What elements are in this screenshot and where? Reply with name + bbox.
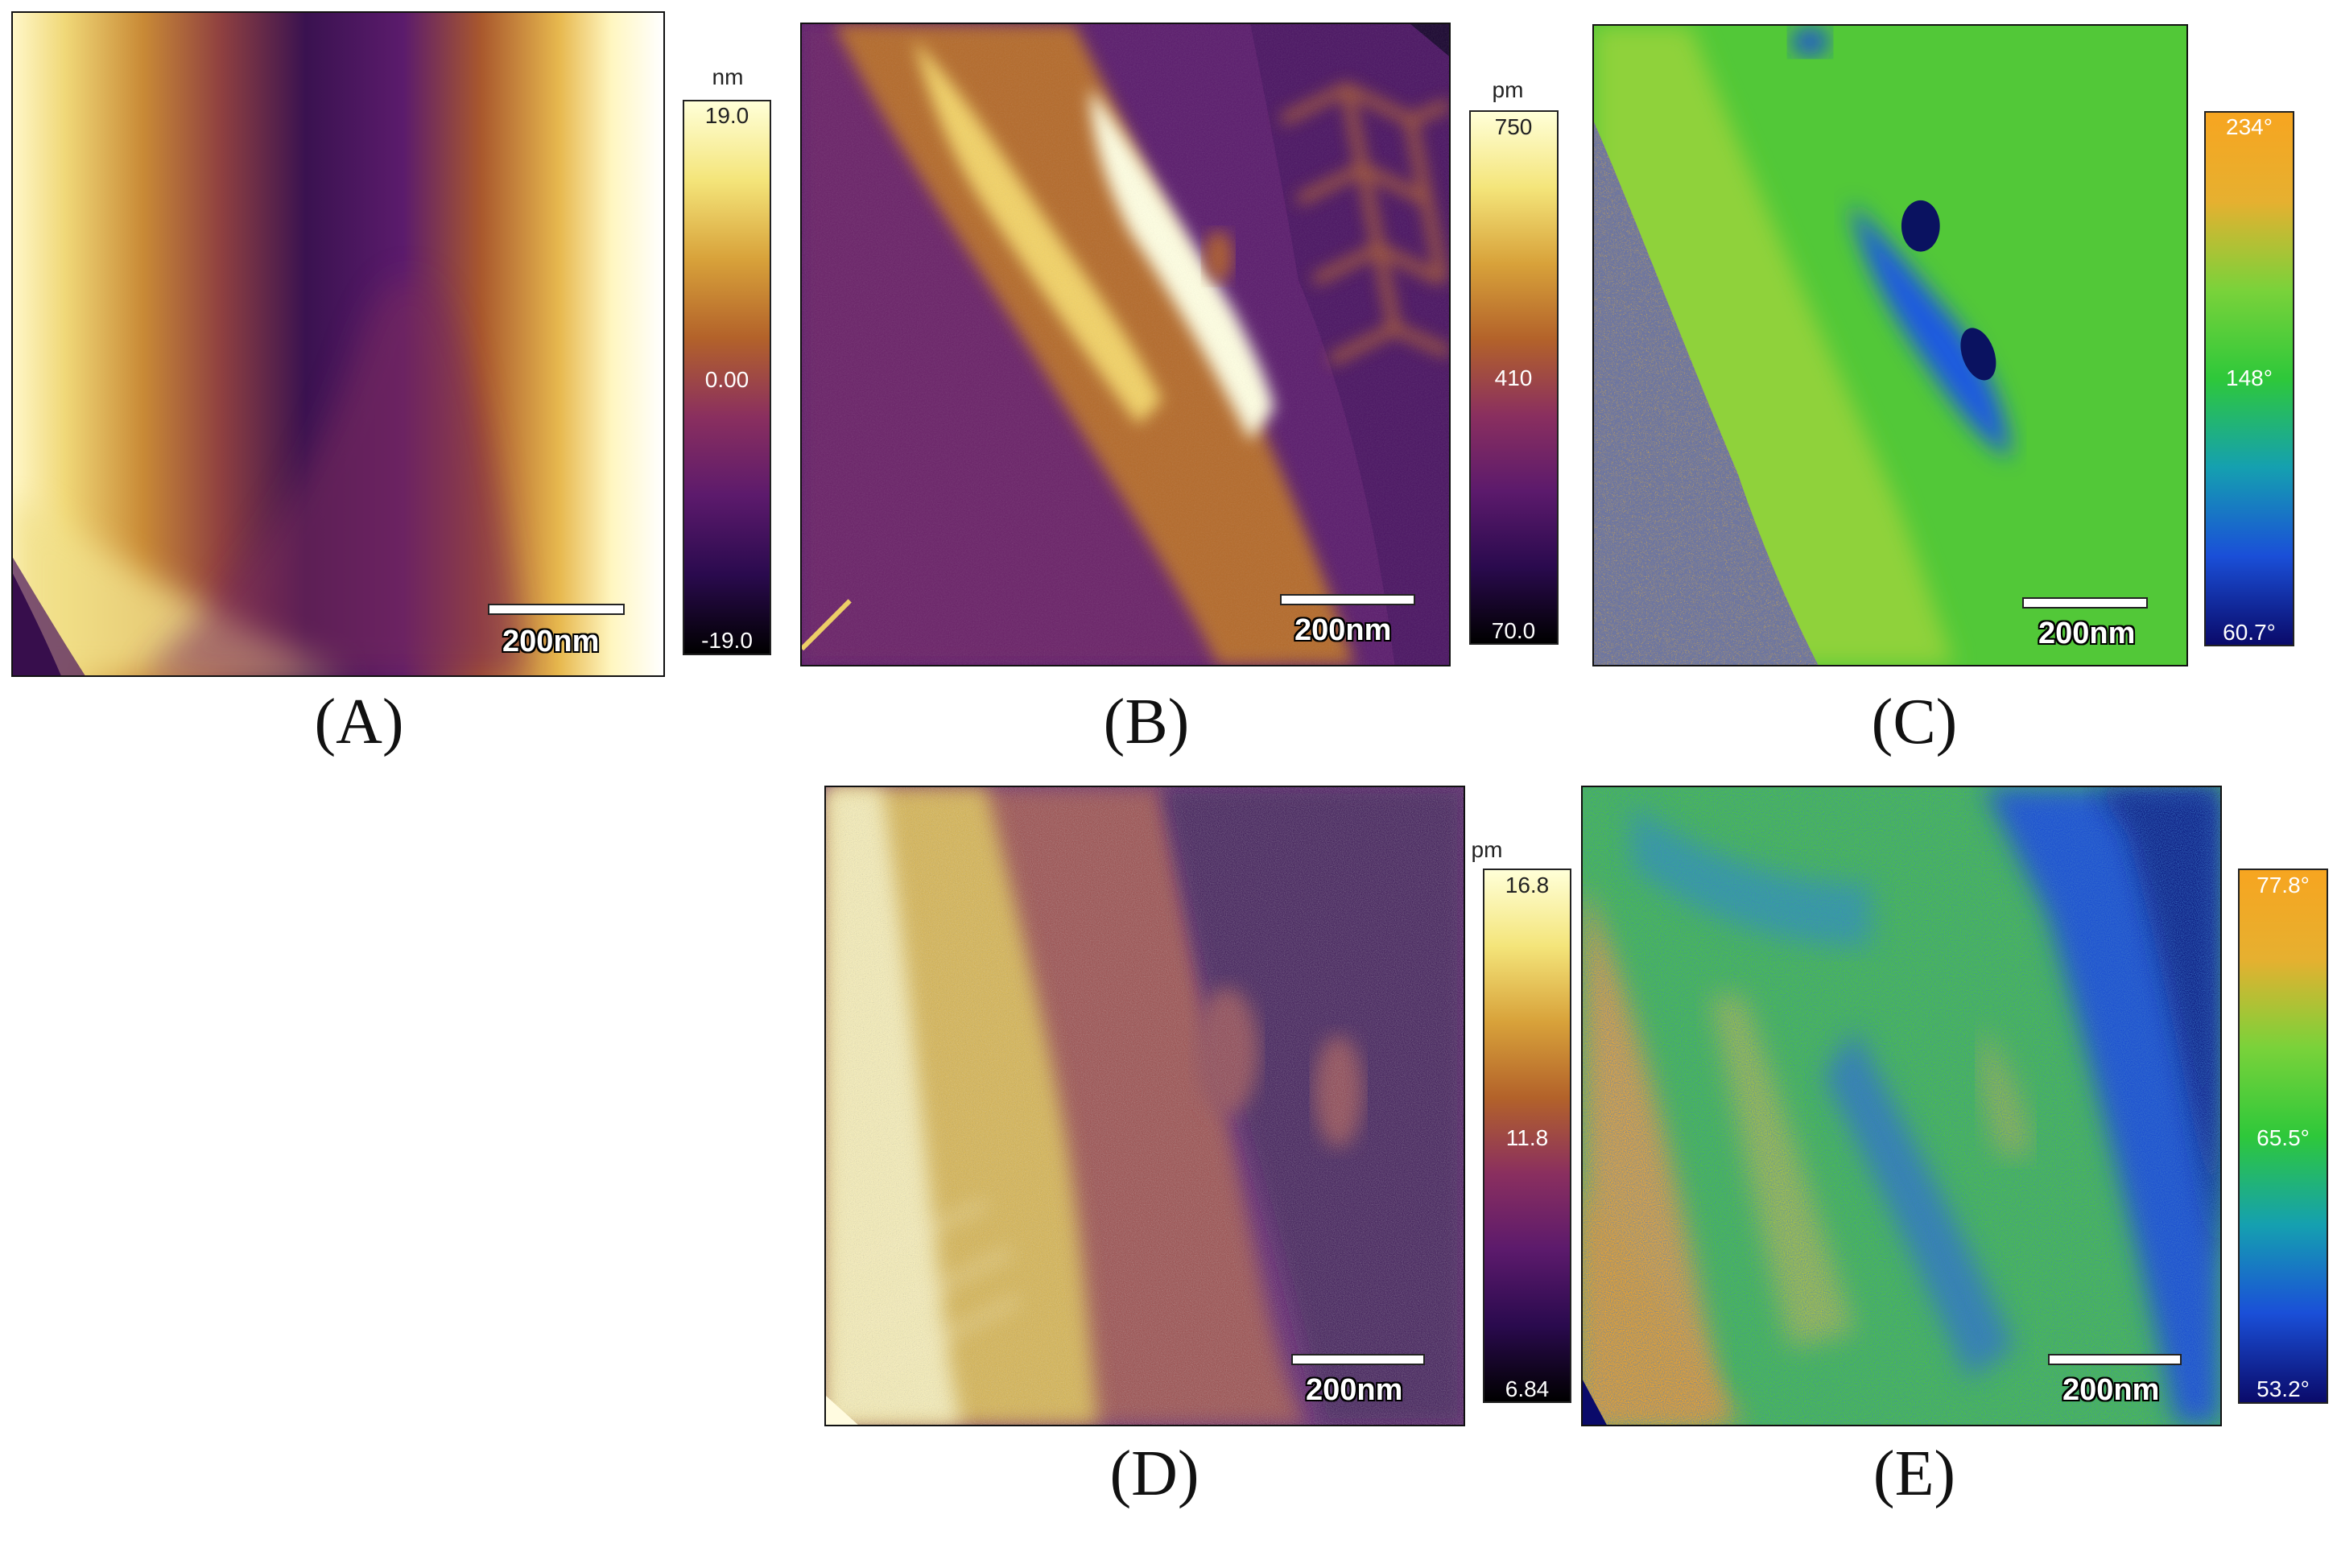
panel-label-b: (B) [1103,687,1190,757]
scale-bar-label: 200nm [2062,1373,2160,1407]
colorbar-min-label: 60.7° [2223,620,2276,645]
scale-bar [1291,1354,1425,1365]
scale-bar-label: 200nm [1294,613,1392,647]
colorbar-unit: pm [1492,77,1524,102]
colorbar-unit: pm [1471,837,1503,862]
colorbar-min-label: 70.0 [1491,618,1536,643]
scale-bar [2048,1354,2182,1365]
scale-bar-label: 200nm [2038,617,2136,650]
colorbar-e [2238,869,2328,1404]
colorbar-min-label: 53.2° [2256,1376,2310,1401]
scale-bar-label: 200nm [502,625,600,658]
afm-image-a: 200nm [11,11,665,677]
colorbar-a [683,100,771,655]
panel-label-a: (A) [314,687,404,757]
colorbar-max-label: 19.0 [704,103,749,128]
afm-image-d: 200nm [824,786,1465,1426]
afm-image-e: 200nm [1581,786,2222,1426]
colorbar-mid-label: 148° [2226,365,2273,390]
afm-image-c: 200nm [1592,24,2188,666]
colorbar-min-label: -19.0 [701,628,753,653]
colorbar-mid-label: 11.8 [1505,1125,1549,1150]
colorbar-unit: nm [712,64,744,89]
panel-label-e: (E) [1872,1438,1956,1509]
panel-label-c: (C) [1871,687,1958,757]
colorbar-b [1469,110,1559,645]
colorbar-mid-label: 65.5° [2256,1125,2310,1150]
colorbar-min-label: 6.84 [1505,1376,1550,1401]
afm-image-b: 200nm [800,23,1451,666]
colorbar-mid-label: 0.00 [704,367,749,392]
scale-bar-label: 200nm [1306,1373,1403,1407]
colorbar-max-label: 16.8 [1505,873,1550,897]
colorbar-max-label: 234° [2226,114,2273,139]
scale-bar [2022,597,2148,609]
colorbar-d [1483,869,1571,1403]
scale-bar [488,604,625,615]
colorbar-max-label: 750 [1494,114,1533,139]
colorbar-max-label: 77.8° [2256,873,2310,897]
colorbar-mid-label: 410 [1494,365,1533,390]
scale-bar [1280,594,1415,605]
panel-label-d: (D) [1109,1438,1199,1509]
colorbar-c [2204,111,2294,646]
